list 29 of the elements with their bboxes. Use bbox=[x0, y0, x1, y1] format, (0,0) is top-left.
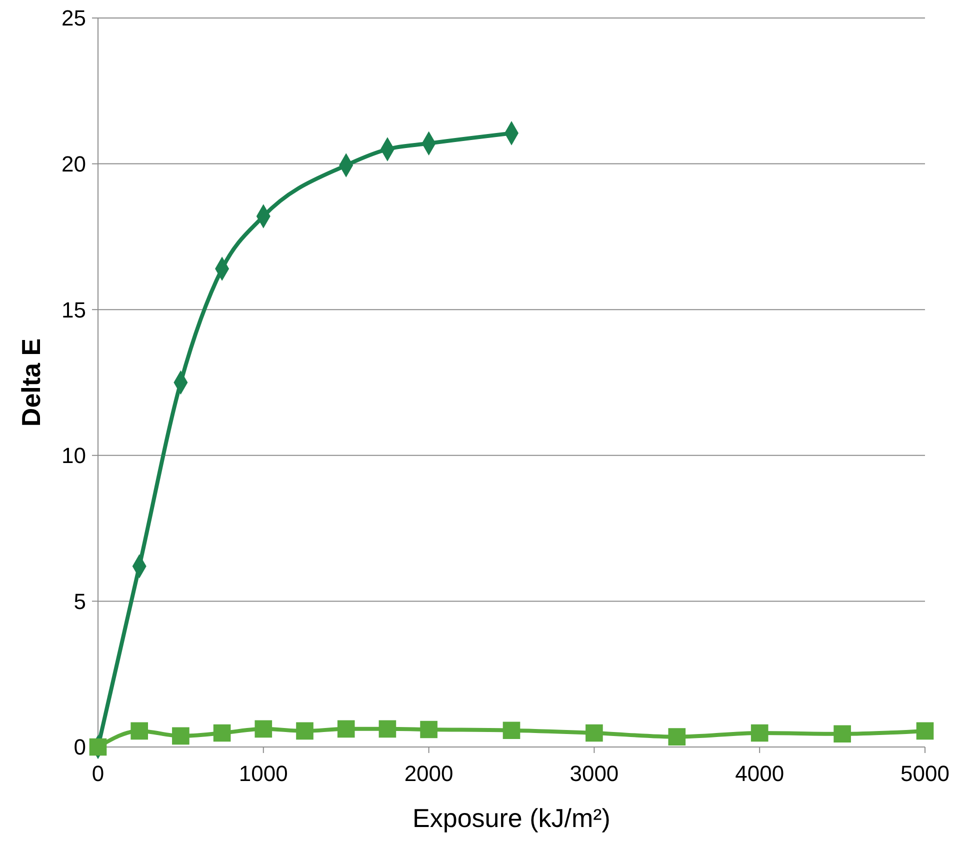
y-tick-label: 15 bbox=[62, 297, 86, 322]
x-tick-label: 0 bbox=[92, 761, 104, 786]
point bbox=[254, 720, 272, 738]
x-tick-label: 2000 bbox=[404, 761, 454, 786]
point bbox=[586, 724, 603, 742]
x-tick-label: 5000 bbox=[900, 761, 950, 786]
point bbox=[213, 724, 231, 742]
y-tick-label: 0 bbox=[74, 734, 86, 760]
x-tick-label: 4000 bbox=[735, 761, 784, 786]
point bbox=[130, 722, 148, 740]
point bbox=[378, 720, 396, 738]
y-tick-label: 20 bbox=[62, 152, 86, 176]
x-tick-label: 3000 bbox=[570, 761, 619, 786]
point bbox=[750, 724, 768, 742]
point bbox=[420, 720, 438, 738]
point bbox=[834, 725, 851, 743]
point bbox=[172, 727, 190, 745]
point bbox=[916, 722, 934, 740]
y-tick-label: 10 bbox=[62, 443, 86, 468]
y-tick-label: 25 bbox=[62, 6, 86, 31]
point bbox=[668, 728, 686, 746]
x-axis-title: Exposure (kJ/m²) bbox=[412, 803, 610, 833]
y-axis-title: Delta E bbox=[16, 338, 46, 427]
point bbox=[89, 738, 107, 756]
point bbox=[337, 720, 355, 738]
point bbox=[502, 722, 520, 740]
x-tick-label: 1000 bbox=[238, 761, 288, 786]
y-tick-label: 5 bbox=[74, 588, 86, 614]
point bbox=[296, 722, 314, 740]
